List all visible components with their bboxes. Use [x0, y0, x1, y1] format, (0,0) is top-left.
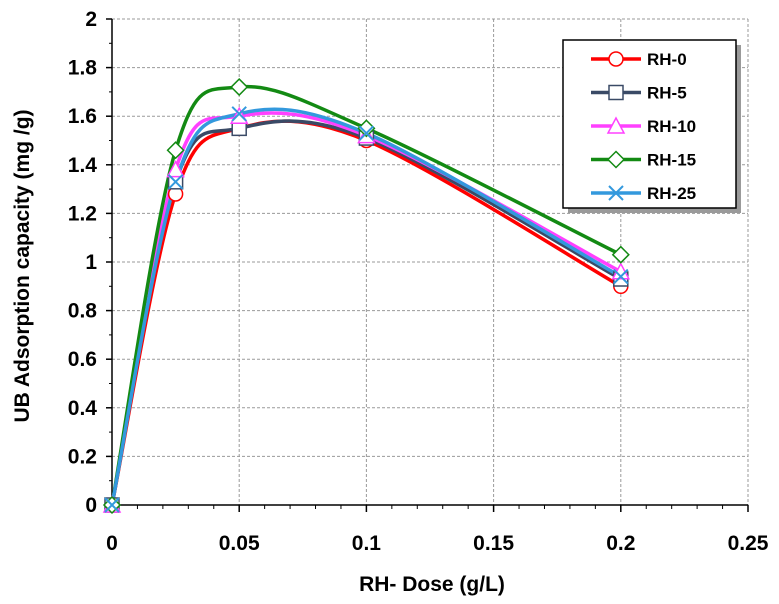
x-tick-label: 0.05: [219, 532, 260, 555]
x-tick-label: 0.1: [352, 532, 382, 555]
y-tick-label: 0.4: [68, 397, 98, 420]
y-tick-label: 1.2: [68, 202, 97, 225]
data-point-rh-15: [166, 141, 185, 160]
y-tick-label: 1: [85, 251, 97, 274]
data-point-rh-25: [358, 125, 375, 141]
x-tick-label: 0: [106, 532, 118, 555]
y-tick-label: 1.4: [68, 154, 98, 177]
legend-label-rh-0: RH-0: [647, 50, 687, 69]
data-point-rh-10: [166, 160, 185, 178]
data-point-rh-25: [104, 497, 120, 513]
y-tick-label: 0.6: [68, 348, 97, 371]
legend-label-rh-25: RH-25: [647, 184, 696, 203]
legend-label-rh-15: RH-15: [647, 151, 696, 170]
legend: RH-0 RH-5 RH-10 RH-15 RH-25: [562, 39, 741, 213]
data-point-rh-25: [231, 106, 247, 122]
y-tick-label: 0.8: [68, 300, 98, 323]
data-point-rh-15: [230, 77, 249, 97]
x-tick-label: 0.2: [606, 532, 635, 555]
y-tick-label: 0: [85, 494, 97, 517]
y-tick-label: 1.6: [68, 105, 97, 128]
data-point-rh-15: [357, 119, 376, 138]
y-tick-label: 0.2: [68, 445, 97, 468]
legend-marker-rh-0: [608, 51, 624, 67]
legend-marker-rh-10: [606, 116, 626, 134]
axes: 0 0.2 0.4 0.6 0.8 1 1.2 1.4 1.6 1.8 2 0 0.05 0.1 0.15 0…: [68, 8, 769, 555]
data-point-rh-25: [167, 174, 184, 190]
series-line-rh-5: [110, 119, 622, 506]
legend-label-rh-10: RH-10: [647, 117, 696, 136]
x-tick-label: 0.25: [728, 532, 769, 555]
x-axis-title: RH- Dose (g/L): [359, 573, 505, 596]
series-line-rh-0: [110, 119, 622, 506]
legend-marker-rh-5: [608, 84, 624, 101]
x-tick-label: 0.15: [473, 532, 514, 555]
legend-marker-rh-25: [608, 185, 624, 201]
y-axis-title: UB Adsorption capacity (mg /g): [11, 109, 34, 422]
legend-box: [562, 39, 737, 209]
series-markers: [102, 77, 631, 515]
legend-label-rh-5: RH-5: [647, 84, 687, 103]
data-point-rh-15: [611, 245, 630, 264]
y-tick-label: 1.8: [68, 57, 98, 80]
legend-marker-rh-15: [606, 150, 626, 169]
data-point-rh-10: [229, 106, 249, 124]
y-tick-label: 2: [85, 8, 97, 31]
data-point-rh-25: [613, 268, 629, 285]
